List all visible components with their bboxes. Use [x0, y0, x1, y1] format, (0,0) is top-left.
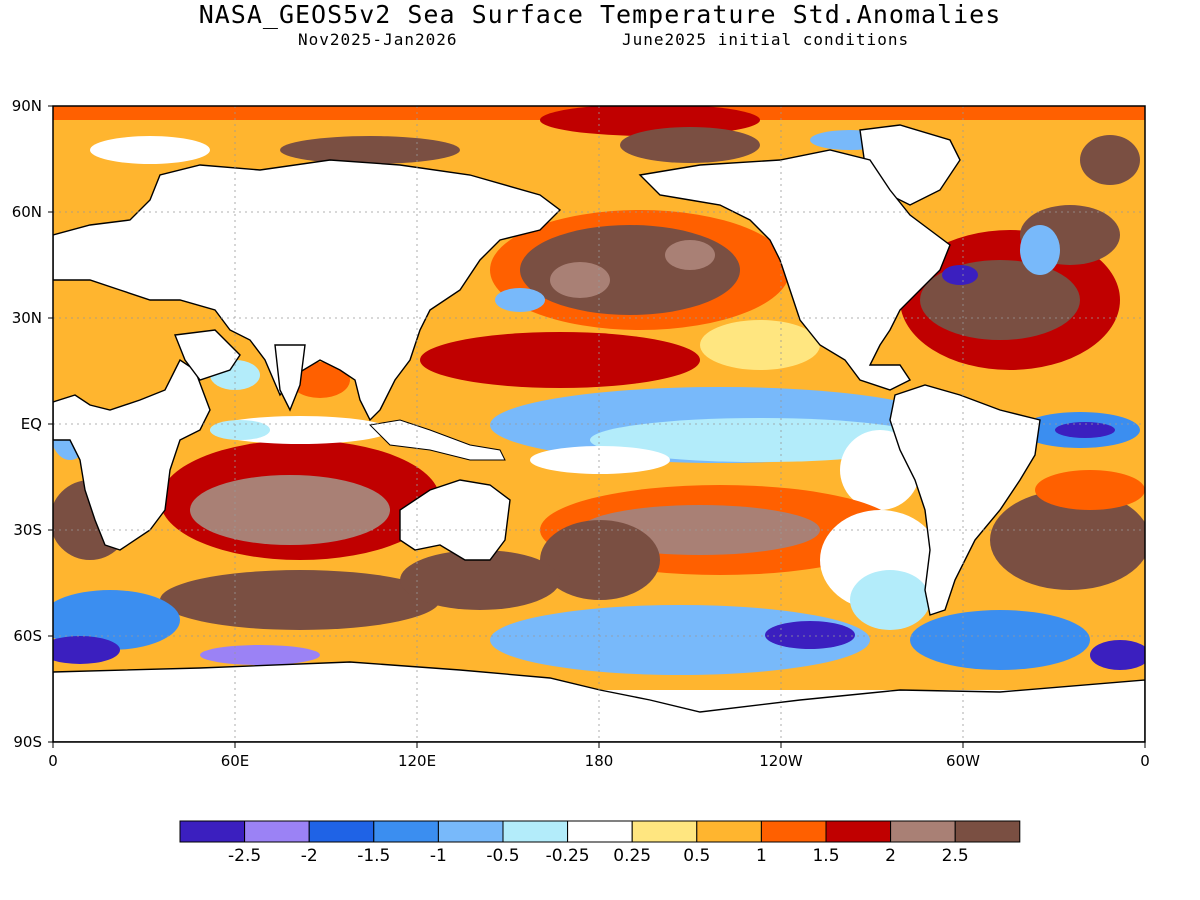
northeast-pacific-anomaly: [700, 320, 820, 370]
australia-landmass: [399, 479, 511, 561]
lat-tick-label: 60S: [13, 627, 42, 645]
arabia-landmass: [174, 329, 241, 381]
arctic-anomaly: [280, 136, 460, 164]
colorbar-swatch: [631, 820, 698, 843]
gulf-stream-anomaly: [942, 265, 978, 285]
north-atlantic-anomaly: [1020, 225, 1060, 275]
southern-ocean-anomaly: [53, 590, 180, 650]
lat-tick-label: 30N: [12, 309, 42, 327]
north-pacific-anomaly: [665, 240, 715, 270]
lon-tick-label: 180: [585, 752, 614, 770]
south-atlantic-anomaly: [990, 490, 1145, 590]
south-pacific-anomaly: [850, 570, 930, 630]
south-atlantic-anomaly: [1035, 470, 1145, 510]
arctic-anomaly: [90, 136, 210, 164]
equatorial-atlantic-anomaly: [1055, 422, 1115, 438]
colorbar-swatch: [373, 820, 439, 843]
colorbar-swatch: [437, 820, 504, 843]
southern-ocean-anomaly: [910, 610, 1090, 670]
africa-landmass: [53, 358, 211, 551]
colorbar-swatch: [696, 820, 762, 843]
forecast-period: Nov2025-Jan2026: [298, 30, 458, 49]
kuroshio-anomaly: [420, 332, 700, 388]
latitude-axis: 90N 60N 30N EQ 30S 60S 90S: [12, 97, 53, 751]
land-masses: [53, 124, 1145, 742]
arctic-anomaly: [620, 127, 760, 163]
colorbar-swatch: [502, 820, 569, 843]
antarctica-landmass: [53, 661, 1145, 742]
southern-ocean-anomaly: [1090, 640, 1145, 670]
north-pacific-anomaly: [495, 288, 545, 312]
south-pacific-anomaly: [540, 520, 660, 600]
colorbar-label: 1: [756, 846, 767, 866]
southern-ocean-anomaly: [400, 550, 560, 610]
lon-tick-label: 120E: [398, 752, 436, 770]
norwegian-sea-anomaly: [1080, 135, 1140, 185]
map-gridlines: [53, 106, 1145, 742]
indian-ocean-anomaly: [190, 475, 390, 545]
bay-of-bengal-anomaly: [290, 362, 350, 398]
lat-tick-label: 30S: [13, 521, 42, 539]
lon-tick-label: 0: [1140, 752, 1150, 770]
enso-cold-tongue: [530, 446, 670, 474]
colorbar-label: -2: [301, 846, 318, 866]
indian-ocean-anomaly: [210, 420, 270, 440]
south-america-landmass: [889, 384, 1041, 616]
lon-tick-label: 60E: [221, 752, 250, 770]
colorbar-swatch: [567, 820, 633, 843]
southern-ocean-anomaly: [765, 621, 855, 649]
colorbar-swatch: [890, 820, 956, 843]
southern-ocean-anomaly: [160, 570, 440, 630]
colorbar-label: -1: [430, 846, 447, 866]
colorbar-swatch: [179, 820, 246, 843]
north-pacific-anomaly: [550, 262, 610, 298]
colorbar-label: -2.5: [228, 846, 261, 866]
colorbar-label: 0.5: [683, 846, 710, 866]
lon-tick-label: 0: [48, 752, 58, 770]
indonesia-landmass: [368, 419, 506, 461]
colorbar-label: -1.5: [357, 846, 390, 866]
colorbar-label: 2.5: [942, 846, 969, 866]
initial-conditions: June2025 initial conditions: [622, 30, 910, 49]
southern-ocean-anomaly: [490, 605, 870, 675]
colorbar: -2.5 -2 -1.5 -1 -0.5 -0.25 0.25 0.5 1 1.5 2 2.5: [179, 820, 1021, 866]
southern-ocean-anomaly: [53, 636, 120, 664]
lat-tick-label: EQ: [21, 415, 42, 433]
longitude-axis: 0 60E 120E 180 120W 60W 0: [48, 742, 1150, 770]
colorbar-label: -0.5: [486, 846, 519, 866]
north-america-landmass: [638, 149, 951, 391]
north-pacific-anomaly: [520, 225, 740, 315]
map-plot-area: [53, 106, 1145, 742]
colorbar-swatch: [825, 820, 892, 843]
colorbar-swatch: [954, 820, 1021, 843]
colorbar-swatch: [308, 820, 375, 843]
colorbar-swatch: [244, 820, 310, 843]
colorbar-label: 0.25: [613, 846, 651, 866]
lat-tick-label: 90S: [13, 733, 42, 751]
southern-ocean-anomaly: [200, 645, 320, 665]
colorbar-label: 1.5: [812, 846, 839, 866]
colorbar-label: -0.25: [546, 846, 590, 866]
eurasia-landmass: [53, 159, 562, 422]
lon-tick-label: 60W: [946, 752, 980, 770]
colorbar-label: 2: [885, 846, 896, 866]
india-landmass: [274, 344, 306, 412]
map-title: NASA_GEOS5v2 Sea Surface Temperature Std…: [198, 0, 1002, 29]
colorbar-swatch: [760, 820, 827, 843]
lat-tick-label: 60N: [12, 203, 42, 221]
lon-tick-label: 120W: [759, 752, 803, 770]
lat-tick-label: 90N: [12, 97, 42, 115]
